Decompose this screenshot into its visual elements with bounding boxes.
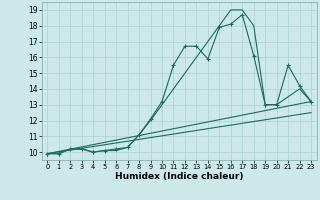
X-axis label: Humidex (Indice chaleur): Humidex (Indice chaleur) xyxy=(115,172,244,181)
